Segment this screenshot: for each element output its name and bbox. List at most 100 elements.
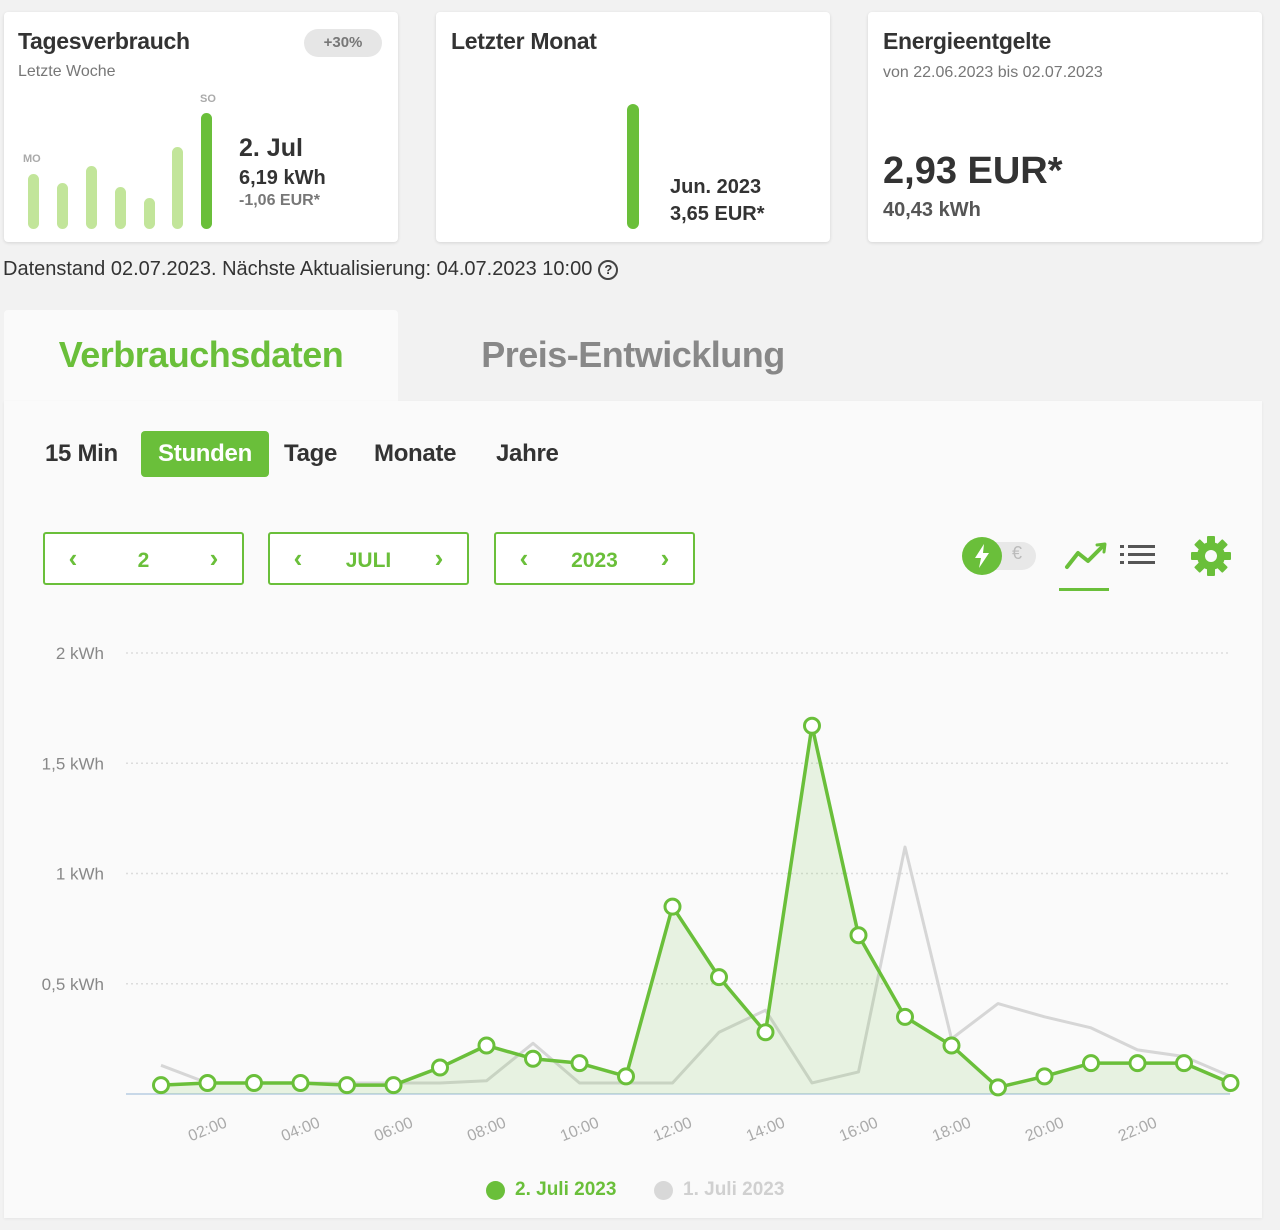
data-point-14 bbox=[756, 1023, 775, 1042]
data-point-8 bbox=[477, 1036, 496, 1055]
y-tick-label-1: 0,5 kWh bbox=[42, 975, 104, 994]
data-point-23 bbox=[1175, 1054, 1193, 1073]
energy-charges-amount: 2,93 EUR* bbox=[883, 150, 1063, 192]
legend-label-previous: 1. Juli 2023 bbox=[683, 1179, 785, 1200]
help-icon[interactable]: ? bbox=[598, 259, 619, 280]
last-month-label: Jun. 2023 bbox=[670, 176, 762, 198]
selected-day-kwh: 6,19 kWh bbox=[239, 167, 326, 189]
data-point-21 bbox=[1082, 1054, 1100, 1073]
year-next-button[interactable]: › bbox=[660, 543, 670, 573]
day-next-button[interactable]: › bbox=[209, 543, 219, 573]
legend-dot-current bbox=[486, 1180, 505, 1200]
y-tick-label-4: 2 kWh bbox=[56, 644, 104, 663]
data-point-6 bbox=[384, 1076, 403, 1095]
data-point-7 bbox=[431, 1058, 449, 1077]
lightning-icon bbox=[975, 544, 989, 568]
daily-consumption-title: Tagesverbrauch bbox=[18, 28, 190, 54]
euro-icon: € bbox=[1012, 543, 1023, 563]
x-tick-label-3: 06:00 bbox=[372, 1114, 416, 1145]
change-badge: +30% bbox=[304, 29, 382, 57]
data-point-1 bbox=[152, 1076, 170, 1095]
mini-bar-day-6 bbox=[172, 147, 183, 229]
year-value: 2023 bbox=[571, 549, 618, 572]
mini-bar-day-1 bbox=[28, 174, 39, 229]
legend-item-previous[interactable]: 1. Juli 2023 bbox=[654, 1179, 784, 1201]
granularity-months[interactable]: Monate bbox=[374, 440, 457, 467]
consumption-panel: 15 Min Stunden Tage Monate Jahre ‹ 2 › ‹… bbox=[4, 401, 1262, 1218]
data-point-20 bbox=[1035, 1067, 1054, 1086]
tab-price-development[interactable]: Preis-Entwicklung bbox=[481, 334, 785, 375]
energy-charges-kwh: 40,43 kWh bbox=[883, 199, 981, 221]
x-tick-label-7: 14:00 bbox=[744, 1114, 788, 1145]
daily-consumption-card[interactable]: Tagesverbrauch Letzte Woche +30% MO SO 2… bbox=[4, 12, 398, 242]
tab-consumption-data[interactable]: Verbrauchsdaten bbox=[4, 310, 398, 402]
mini-bar-day-7 bbox=[201, 113, 212, 229]
day-value: 2 bbox=[137, 549, 150, 572]
month-prev-button[interactable]: ‹ bbox=[293, 543, 303, 573]
energy-charges-title: Energieentgelte bbox=[883, 28, 1052, 54]
legend-item-current[interactable]: 2. Juli 2023 bbox=[486, 1179, 616, 1201]
data-point-15 bbox=[803, 716, 821, 735]
unit-toggle-knob bbox=[962, 537, 1002, 575]
unit-toggle[interactable]: € bbox=[962, 537, 1038, 575]
data-point-3 bbox=[245, 1073, 263, 1092]
data-point-5 bbox=[338, 1076, 356, 1095]
last-month-title: Letzter Monat bbox=[451, 28, 597, 54]
granularity-years[interactable]: Jahre bbox=[496, 440, 559, 467]
mini-bar-day-2 bbox=[57, 183, 68, 229]
hourly-consumption-chart: 0,5 kWh 1 kWh 1,5 kWh 2 kWh 02:00 04:00 06:00 0… bbox=[42, 644, 1240, 1145]
legend-dot-previous bbox=[654, 1180, 673, 1200]
selected-day-date: 2. Jul bbox=[239, 134, 303, 162]
data-status-line: Datenstand 02.07.2023. Nächste Aktualisi… bbox=[3, 258, 619, 281]
x-tick-label-6: 12:00 bbox=[651, 1114, 695, 1145]
data-point-2 bbox=[198, 1073, 217, 1092]
selected-day-eur: -1,06 EUR* bbox=[239, 192, 320, 209]
data-status-text: Datenstand 02.07.2023. Nächste Aktualisi… bbox=[3, 258, 593, 280]
day-prev-button[interactable]: ‹ bbox=[68, 543, 78, 573]
data-point-22 bbox=[1128, 1054, 1147, 1073]
mini-bar-day-4 bbox=[115, 187, 126, 229]
last-month-eur: 3,65 EUR* bbox=[670, 203, 765, 225]
month-stepper: ‹ JULI › bbox=[268, 532, 469, 585]
active-view-indicator bbox=[1059, 588, 1109, 591]
granularity-days[interactable]: Tage bbox=[284, 440, 338, 467]
last-month-bar bbox=[627, 104, 639, 229]
x-tick-label-4: 08:00 bbox=[465, 1114, 509, 1145]
data-point-17 bbox=[896, 1007, 914, 1026]
energy-charges-card[interactable]: Energieentgelte von 22.06.2023 bis 02.07… bbox=[868, 12, 1262, 242]
series-area-current bbox=[161, 725, 1231, 1094]
data-point-11 bbox=[617, 1067, 635, 1086]
data-point-18 bbox=[942, 1036, 961, 1055]
data-point-10 bbox=[570, 1054, 589, 1073]
list-icon[interactable] bbox=[1118, 535, 1158, 575]
data-point-9 bbox=[524, 1049, 542, 1068]
month-value: JULI bbox=[345, 549, 392, 572]
x-tick-label-10: 20:00 bbox=[1023, 1114, 1067, 1145]
mini-bar-day-3 bbox=[86, 166, 97, 229]
energy-charges-period: von 22.06.2023 bis 02.07.2023 bbox=[883, 64, 1103, 81]
y-tick-label-3: 1,5 kWh bbox=[42, 754, 104, 773]
weekday-label-start: MO bbox=[23, 153, 41, 165]
x-tick-label-8: 16:00 bbox=[837, 1114, 881, 1145]
day-stepper: ‹ 2 › bbox=[43, 532, 244, 585]
mini-bar-day-5 bbox=[144, 198, 155, 229]
daily-consumption-subtitle: Letzte Woche bbox=[18, 63, 116, 80]
data-point-13 bbox=[710, 968, 728, 987]
year-prev-button[interactable]: ‹ bbox=[519, 543, 529, 573]
month-next-button[interactable]: › bbox=[434, 543, 444, 573]
line-chart-icon[interactable] bbox=[1064, 535, 1110, 575]
data-point-12 bbox=[663, 897, 682, 916]
x-tick-label-11: 22:00 bbox=[1116, 1114, 1160, 1145]
y-tick-label-2: 1 kWh bbox=[56, 865, 104, 884]
legend-label-current: 2. Juli 2023 bbox=[515, 1179, 617, 1200]
granularity-15min[interactable]: 15 Min bbox=[45, 440, 118, 467]
year-stepper: ‹ 2023 › bbox=[494, 532, 695, 585]
last-month-card[interactable]: Letzter Monat Jun. 2023 3,65 EUR* bbox=[436, 12, 830, 242]
granularity-hours[interactable]: Stunden bbox=[141, 431, 269, 477]
x-tick-label-2: 04:00 bbox=[279, 1114, 323, 1145]
x-tick-label-1: 02:00 bbox=[186, 1114, 230, 1145]
x-tick-label-9: 18:00 bbox=[930, 1114, 974, 1145]
x-tick-label-5: 10:00 bbox=[558, 1114, 602, 1145]
data-point-24 bbox=[1221, 1073, 1240, 1092]
gear-icon[interactable] bbox=[1190, 535, 1232, 577]
